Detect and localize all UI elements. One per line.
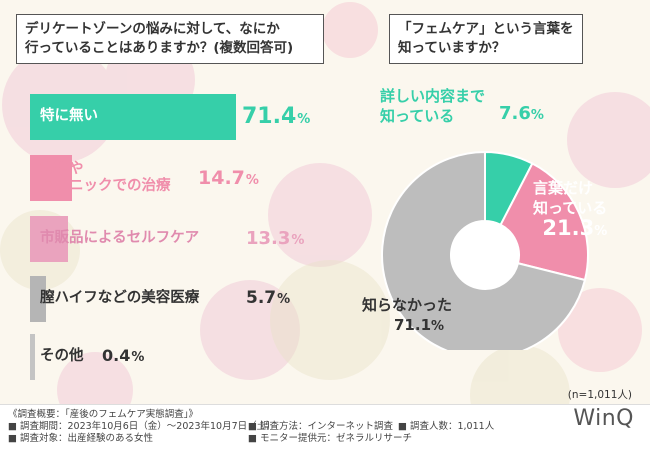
- survey-monitor: ■ モニター提供元：ゼネラルリサーチ: [248, 433, 412, 444]
- bar-label: 病院や クリニックでの治療: [40, 161, 171, 194]
- survey-method: ■ 調査方法：インターネット調査: [248, 421, 393, 432]
- sample-size-note: (n=1,011人): [567, 389, 632, 401]
- bar-value-label: 71.4%: [242, 104, 311, 129]
- bar-value-label: 13.3%: [246, 228, 305, 249]
- bar-value-label: 5.7%: [246, 288, 291, 308]
- bar: [30, 334, 35, 380]
- bar: [30, 276, 47, 322]
- survey-target: ■ 調査対象：出産経験のある女性: [8, 433, 153, 444]
- donut-hole: [451, 221, 519, 289]
- survey-footer: 《調査概要：「産後のフェムケア実態調査」》 ■ 調査期間：2023年10月6日（…: [0, 404, 650, 451]
- winq-logo: WinQ: [573, 406, 634, 431]
- survey-overview: 《調査概要：「産後のフェムケア実態調査」》: [8, 409, 199, 420]
- left-chart-title: デリケートゾーンの悩みに対して、なにか 行っていることはありますか？(複数回答可…: [16, 14, 324, 64]
- bar-label: 市販品によるセルフケア: [40, 230, 200, 246]
- right-chart-title: 「フェムケア」という言葉を 知っていますか？: [389, 14, 583, 64]
- survey-period: ■ 調査期間：2023年10月6日（金）〜2023年10月7日（土）: [8, 421, 276, 432]
- donut-chart: [381, 150, 589, 350]
- donut-slice-label: 詳しい内容まで 知っている 7.6%: [380, 87, 544, 125]
- bar-value-label: 0.4%: [102, 346, 145, 365]
- bar-value-label: 14.7%: [198, 167, 259, 189]
- bar-label: 膣ハイフなどの美容医療: [40, 290, 200, 306]
- donut-slice-label: 言葉だけ 知っている 21.3%: [533, 179, 608, 240]
- survey-count: ■ 調査人数：1,011人: [398, 421, 495, 432]
- bar: [30, 94, 236, 140]
- bar-label: その他: [40, 348, 84, 364]
- bar: [30, 216, 69, 262]
- bar-label: 特に無い: [40, 108, 98, 124]
- donut-slice-label: 知らなかった 71.1%: [362, 296, 453, 334]
- bar: [30, 155, 73, 201]
